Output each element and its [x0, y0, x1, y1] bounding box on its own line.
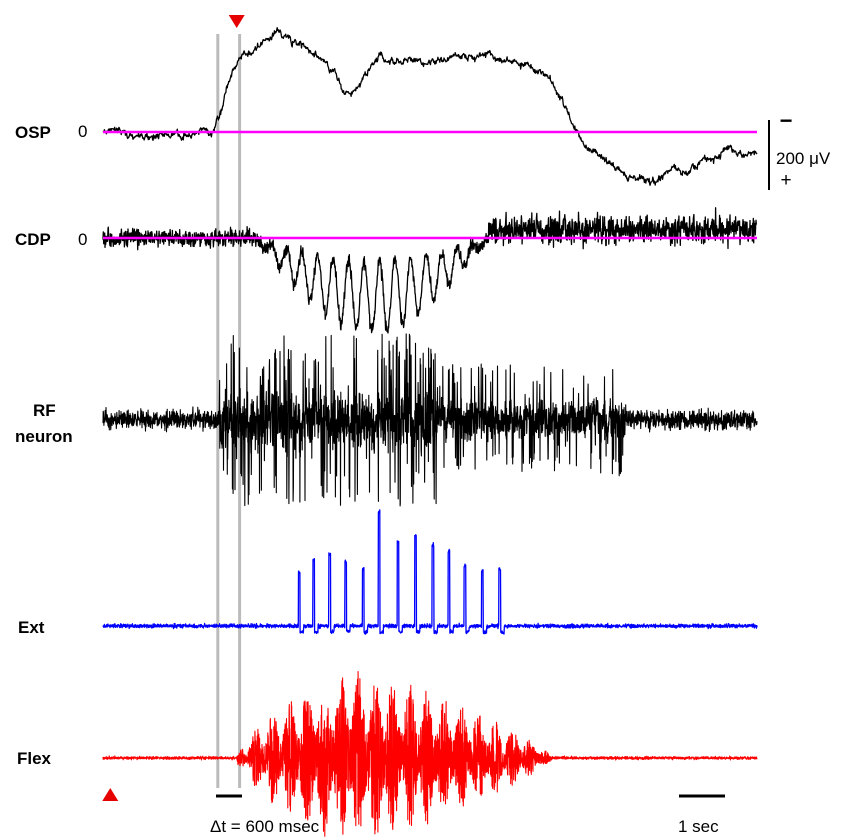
stimulus-end-marker — [228, 15, 245, 28]
cdp-waveform — [102, 207, 758, 334]
scale-sign-minus: − — [780, 108, 793, 133]
label-rf-neuron: neuron — [15, 427, 73, 446]
trace-ext — [102, 509, 758, 635]
zero-label-cdp: 0 — [78, 230, 87, 249]
label-osp: OSP — [15, 123, 51, 142]
label-ext: Ext — [18, 618, 45, 637]
flex-waveform — [102, 670, 758, 837]
trace-flex — [102, 670, 758, 837]
scale-sign-plus: + — [780, 170, 791, 191]
trace-rf-neuron — [102, 333, 758, 507]
voltage-scale-label: 200 μV — [776, 149, 831, 168]
label-rf: RF — [33, 401, 56, 420]
osp-waveform — [102, 27, 758, 186]
rf-waveform — [102, 333, 758, 507]
zero-label-osp: 0 — [78, 122, 87, 141]
ext-waveform — [102, 509, 758, 635]
label-flex: Flex — [17, 749, 52, 768]
label-cdp: CDP — [15, 230, 51, 249]
delta-t-label: Δt = 600 msec — [210, 817, 320, 836]
time-scale-label: 1 sec — [678, 817, 719, 836]
stimulus-start-marker — [102, 788, 119, 801]
trace-osp — [102, 27, 758, 186]
trace-cdp — [102, 207, 758, 334]
